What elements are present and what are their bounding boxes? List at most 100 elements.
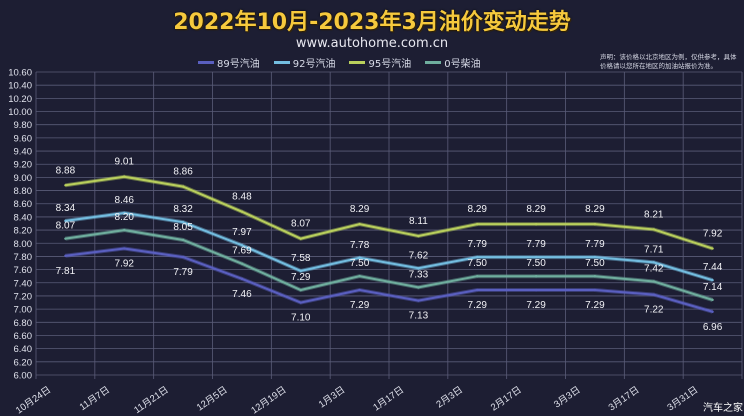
data-label: 7.50: [526, 258, 546, 269]
data-point: [652, 228, 655, 231]
y-tick-label: 10.00: [8, 107, 32, 118]
x-tick-label: 11月7日: [78, 384, 112, 413]
data-point: [64, 184, 67, 187]
data-point: [711, 247, 714, 250]
data-point: [476, 255, 479, 259]
data-label: 9.01: [115, 157, 135, 168]
y-tick-label: 8.00: [14, 239, 33, 250]
data-point: [534, 255, 538, 259]
data-point: [652, 293, 655, 296]
data-label: 7.29: [350, 300, 370, 311]
x-tick-label: 2月17日: [489, 384, 524, 413]
data-point: [181, 238, 185, 242]
y-tick-label: 9.80: [14, 120, 33, 131]
data-point: [593, 255, 597, 259]
y-tick-label: 6.40: [14, 344, 33, 355]
data-point: [299, 269, 302, 273]
y-tick-label: 10.20: [8, 94, 32, 105]
data-point: [240, 244, 244, 247]
data-point: [534, 288, 538, 292]
legend-item[interactable]: 92号汽油: [273, 55, 336, 70]
x-tick-label: 3月3日: [552, 384, 583, 410]
data-label: 7.10: [291, 313, 311, 324]
data-label: 8.07: [56, 221, 76, 232]
data-label: 8.34: [56, 203, 76, 214]
data-point: [652, 261, 655, 264]
data-label: 8.11: [409, 216, 428, 227]
y-tick-label: 7.40: [14, 278, 33, 289]
data-point: [181, 185, 185, 188]
data-label: 7.81: [56, 266, 76, 277]
data-label: 8.88: [56, 165, 76, 176]
y-tick-label: 9.40: [14, 147, 33, 158]
data-point: [64, 237, 67, 240]
legend-label: 92号汽油: [292, 59, 336, 70]
data-label: 7.29: [585, 300, 605, 311]
y-tick-label: 8.40: [14, 212, 33, 223]
data-label: 7.71: [644, 244, 664, 255]
data-point: [358, 274, 361, 278]
data-label: 7.78: [350, 240, 370, 251]
data-label: 7.22: [644, 305, 664, 316]
legend-swatch: [349, 61, 366, 64]
data-label: 7.79: [585, 239, 605, 250]
y-tick-label: 7.20: [14, 291, 33, 302]
data-label: 7.79: [468, 239, 488, 250]
data-label: 7.29: [468, 300, 488, 311]
data-point: [123, 211, 126, 215]
data-point: [358, 288, 361, 292]
legend-item[interactable]: 95号汽油: [349, 55, 411, 70]
data-label: 7.13: [409, 311, 429, 322]
series-line-0: [65, 247, 713, 313]
chart-title: 2022年10月-2023年3月油价变动走势: [173, 10, 571, 35]
data-label: 7.33: [409, 269, 429, 280]
y-tick-label: 8.60: [14, 199, 33, 210]
data-label: 7.92: [115, 259, 135, 270]
data-point: [417, 234, 420, 238]
data-label: 7.50: [585, 258, 605, 269]
data-point: [123, 247, 126, 250]
data-point: [299, 301, 302, 304]
x-tick-label: 12月5日: [195, 384, 230, 413]
data-label: 7.62: [409, 250, 429, 261]
disclaimer: 声明：该价格以北京地区为例，仅供参考，具体价格请以您所在地区的加油站报价为准。: [600, 53, 737, 70]
x-tick-label: 1月17日: [371, 384, 406, 413]
data-label: 8.07: [291, 219, 311, 230]
data-label: 7.46: [232, 289, 252, 300]
y-tick-label: 9.00: [14, 173, 33, 184]
data-label: 7.29: [526, 300, 546, 311]
data-point: [64, 219, 67, 223]
x-tick-label: 10月24日: [14, 384, 53, 416]
data-point: [181, 220, 185, 224]
legend-item[interactable]: 89号汽油: [198, 55, 260, 70]
data-label: 7.14: [703, 282, 723, 293]
series-line-2: [65, 175, 713, 250]
data-label: 7.29: [291, 272, 311, 283]
y-tick-label: 9.20: [14, 160, 33, 171]
data-point: [711, 310, 714, 313]
legend-label: 95号汽油: [368, 59, 412, 70]
data-point: [417, 286, 420, 289]
data-point: [652, 280, 655, 283]
legend-label: 0号柴油: [444, 59, 481, 70]
legend-swatch: [425, 61, 442, 64]
data-label: 7.50: [350, 258, 370, 269]
data-label: 7.44: [703, 262, 723, 273]
data-point: [593, 222, 597, 226]
data-point: [711, 278, 714, 282]
legend-label: 89号汽油: [217, 59, 260, 70]
legend-swatch: [273, 61, 290, 64]
data-point: [299, 288, 302, 292]
x-tick-label: 2月3日: [434, 384, 465, 410]
y-tick-label: 10.40: [8, 81, 32, 92]
y-tick-label: 7.00: [14, 305, 33, 316]
data-label: 7.79: [173, 267, 193, 278]
y-tick-label: 8.80: [14, 186, 33, 197]
data-label: 8.46: [115, 195, 135, 206]
data-point: [181, 255, 185, 259]
data-label: 8.48: [232, 192, 252, 203]
data-label: 8.20: [115, 212, 135, 223]
data-label: 7.69: [232, 246, 252, 257]
data-point: [593, 288, 597, 292]
legend-item[interactable]: 0号柴油: [425, 55, 481, 70]
